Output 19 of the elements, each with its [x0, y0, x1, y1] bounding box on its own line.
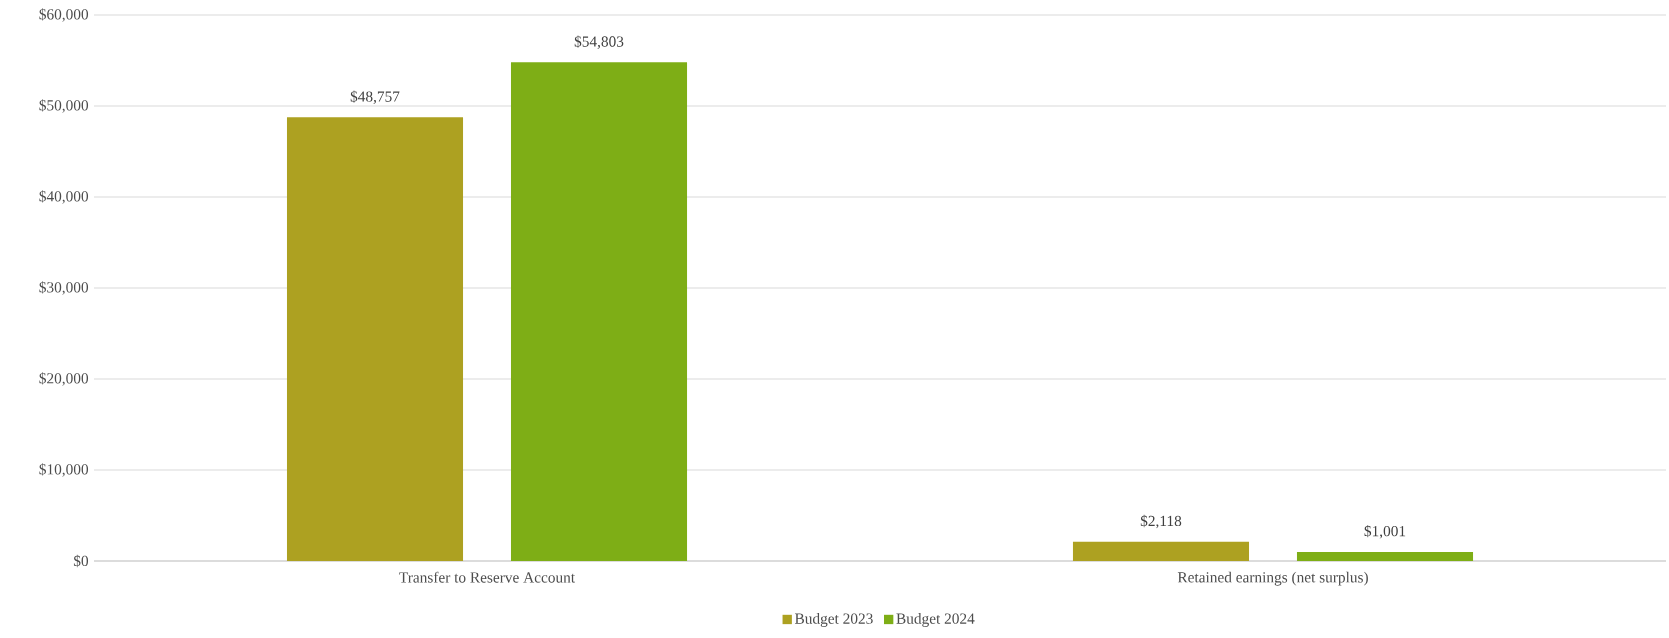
data-label: $2,118: [1140, 514, 1182, 529]
legend-label: Budget 2024: [896, 613, 975, 627]
bar: [510, 62, 688, 561]
data-label: $48,757: [350, 90, 400, 104]
y-tick-label: $0: [73, 554, 89, 568]
y-tick-label: $50,000: [39, 99, 89, 113]
bar: [286, 117, 464, 561]
y-tick-label: $20,000: [39, 372, 89, 386]
y-tick-label: $40,000: [39, 190, 89, 204]
y-tick-label: $60,000: [39, 8, 89, 22]
x-tick-label: Retained earnings (net surplus): [1177, 571, 1368, 586]
legend-label: Budget 2023: [794, 613, 873, 627]
y-tick-label: $10,000: [39, 463, 89, 477]
data-label: $54,803: [574, 35, 624, 49]
y-tick-label: $30,000: [39, 281, 89, 295]
bar: [1296, 551, 1474, 561]
bar: [1072, 541, 1250, 561]
x-tick-label: Transfer to Reserve Account: [399, 571, 575, 583]
data-label: $1,001: [1364, 525, 1406, 539]
